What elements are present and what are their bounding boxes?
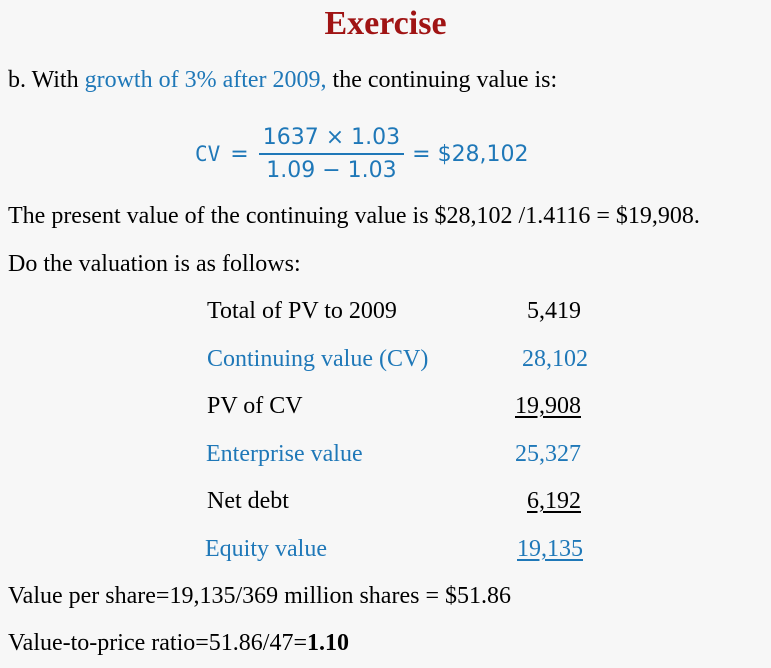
intro-line: b. With growth of 3% after 2009, the con… bbox=[8, 66, 557, 94]
formula-fraction: 1637 × 1.03 1.09 − 1.03 bbox=[258, 125, 405, 183]
per-share-line: Value per share=19,135/369 million share… bbox=[8, 583, 511, 609]
table-row-label: Enterprise value bbox=[206, 441, 363, 467]
table-row-label: Total of PV to 2009 bbox=[207, 298, 397, 324]
table-row-label: Continuing value (CV) bbox=[207, 346, 429, 372]
intro-highlight: growth of 3% after 2009, bbox=[84, 67, 327, 93]
present-value-line: The present value of the continuing valu… bbox=[8, 203, 700, 229]
table-row-value: 19,135 bbox=[517, 536, 583, 562]
table-row-value: 6,192 bbox=[527, 488, 581, 514]
ratio-line: Value-to-price ratio=51.86/47=1.10 bbox=[8, 629, 349, 657]
formula-result: = $28,102 bbox=[412, 141, 529, 167]
ratio-value: 1.10 bbox=[306, 630, 349, 656]
table-row-label: Equity value bbox=[205, 536, 327, 562]
cv-formula: CV = 1637 × 1.03 1.09 − 1.03 = $28,102 bbox=[195, 118, 529, 190]
ratio-prefix: Value-to-price ratio=51.86/47= bbox=[8, 630, 307, 656]
table-row-label: Net debt bbox=[207, 488, 289, 514]
table-row-value: 19,908 bbox=[515, 393, 581, 419]
table-row-value: 25,327 bbox=[515, 441, 581, 467]
table-row-value: 5,419 bbox=[527, 298, 581, 324]
formula-lhs: CV bbox=[195, 142, 221, 166]
formula-equals: = bbox=[230, 141, 249, 167]
table-row-label: PV of CV bbox=[207, 393, 303, 419]
valuation-intro: Do the valuation is as follows: bbox=[8, 251, 301, 277]
table-row-value: 28,102 bbox=[522, 346, 588, 372]
formula-numerator: 1637 × 1.03 bbox=[258, 125, 405, 155]
slide-title: Exercise bbox=[324, 5, 447, 42]
intro-prefix: b. With bbox=[8, 67, 85, 93]
formula-denominator: 1.09 − 1.03 bbox=[266, 158, 397, 183]
intro-suffix: the continuing value is: bbox=[326, 67, 558, 93]
